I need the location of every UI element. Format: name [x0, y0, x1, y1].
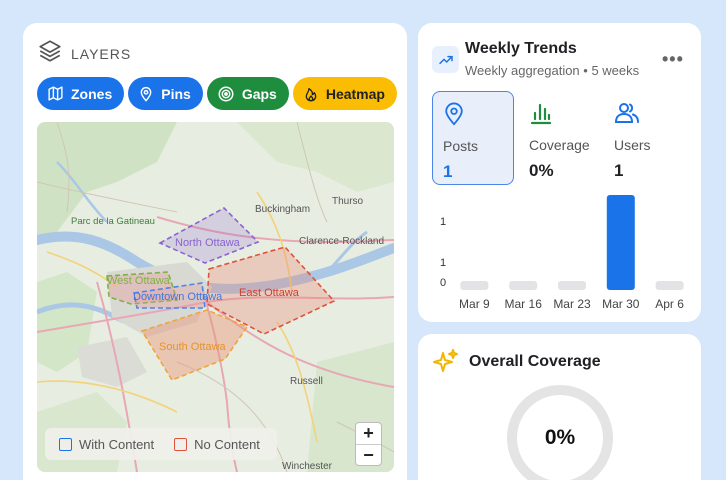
- overall-coverage-title: Overall Coverage: [469, 353, 601, 370]
- metric-users[interactable]: Users 1: [604, 91, 686, 185]
- weekly-trends-panel: Weekly Trends Weekly aggregation • 5 wee…: [418, 23, 701, 322]
- bar-apr-6[interactable]: [655, 281, 684, 290]
- coverage-ring: 0%: [507, 385, 613, 480]
- legend-no-content: No Content: [174, 437, 260, 452]
- x-tick-label: Mar 23: [553, 297, 591, 311]
- overall-coverage-panel: Overall Coverage 0%: [418, 334, 701, 480]
- layers-panel: LAYERS Zones Pins Gaps Heatmap: [23, 23, 407, 480]
- bar-chart-icon: [530, 103, 552, 125]
- x-tick-label: Mar 9: [459, 297, 490, 311]
- chip-gaps-label: Gaps: [241, 85, 277, 102]
- target-icon: [218, 86, 234, 101]
- map-canvas: Buckingham Thurso Parc de la Gatineau Cl…: [37, 122, 394, 472]
- metric-posts-label: Posts: [443, 138, 479, 154]
- map-label-thurso: Thurso: [332, 196, 364, 207]
- pin-icon: [445, 102, 463, 126]
- metric-posts[interactable]: Posts 1: [432, 91, 514, 185]
- flame-icon: [305, 87, 317, 101]
- chip-zones[interactable]: Zones: [37, 77, 125, 110]
- pin-icon: [140, 86, 152, 102]
- legend-with-content-label: With Content: [79, 436, 155, 452]
- metric-users-label: Users: [614, 137, 651, 153]
- zone-downtown-ottawa: [133, 282, 206, 309]
- layer-chips: Zones Pins Gaps Heatmap: [37, 77, 397, 110]
- zoom-controls: + −: [355, 422, 382, 466]
- chip-gaps[interactable]: Gaps: [206, 77, 289, 110]
- map-label-parc-gatineau: Parc de la Gatineau: [71, 216, 155, 227]
- map-label-clarence-rockland: Clarence-Rockland: [299, 236, 384, 247]
- layers-title: LAYERS: [71, 45, 132, 62]
- zone-label-east-ottawa: East Ottawa: [239, 287, 300, 299]
- zone-west-ottawa: [106, 271, 179, 305]
- legend-swatch-with-content: [59, 437, 72, 451]
- weekly-trends-subtitle: Weekly aggregation • 5 weeks: [465, 63, 640, 78]
- layers-icon: [37, 38, 63, 69]
- layers-header: LAYERS: [37, 38, 131, 69]
- coverage-value: 0%: [544, 426, 576, 449]
- bar-mar-9[interactable]: [460, 281, 489, 290]
- map-label-buckingham: Buckingham: [255, 204, 310, 215]
- metric-posts-value: 1: [443, 162, 453, 181]
- zoom-out-button[interactable]: −: [356, 444, 381, 466]
- zone-east-ottawa: [206, 246, 336, 335]
- zoom-in-button[interactable]: +: [363, 423, 374, 443]
- bar-mar-23[interactable]: [558, 281, 586, 290]
- legend-swatch-no-content: [174, 437, 188, 451]
- y-tick-label: 1: [440, 216, 446, 228]
- metric-coverage-value: 0%: [529, 161, 554, 180]
- x-tick-label: Mar 16: [505, 297, 543, 311]
- map-icon: [48, 86, 63, 101]
- legend-with-content: With Content: [59, 437, 154, 452]
- zone-label-north-ottawa: North Ottawa: [175, 237, 241, 249]
- sparkle-icon: [433, 349, 458, 372]
- x-tick-label: Apr 6: [655, 297, 684, 311]
- y-tick-label: 1: [440, 257, 446, 269]
- legend-no-content-label: No Content: [194, 436, 260, 452]
- chip-pins[interactable]: Pins: [128, 77, 203, 110]
- zone-label-south-ottawa: South Ottawa: [159, 341, 227, 353]
- chip-heatmap[interactable]: Heatmap: [292, 77, 397, 110]
- x-tick-label: Mar 30: [602, 297, 640, 311]
- chip-heatmap-label: Heatmap: [325, 85, 385, 102]
- map-label-russell: Russell: [290, 376, 323, 387]
- zone-north-ottawa: [158, 207, 260, 264]
- y-tick-label: 0: [440, 277, 446, 289]
- more-options-button[interactable]: •••: [662, 49, 684, 69]
- zone-label-downtown-ottawa: Downtown Ottawa: [133, 291, 223, 303]
- map-label-winchester: Winchester: [282, 461, 333, 472]
- metric-coverage-label: Coverage: [529, 137, 590, 153]
- trending-up-icon: [432, 46, 459, 73]
- weekly-bar-chart: 1 1 0 Mar 9 Mar 16 Mar 23 Mar 30 Apr 6: [440, 195, 684, 311]
- zone-south-ottawa: [140, 309, 249, 381]
- map-legend: With Content No Content: [45, 428, 277, 460]
- bar-mar-16[interactable]: [509, 281, 538, 290]
- metric-users-value: 1: [614, 161, 624, 180]
- map-view[interactable]: Buckingham Thurso Parc de la Gatineau Cl…: [37, 122, 394, 472]
- chip-zones-label: Zones: [71, 85, 113, 102]
- chip-pins-label: Pins: [161, 85, 191, 102]
- weekly-trends-title: Weekly Trends: [465, 40, 577, 57]
- zone-label-west-ottawa: West Ottawa: [107, 275, 171, 287]
- bar-mar-30[interactable]: [606, 195, 635, 290]
- metric-coverage[interactable]: Coverage 0%: [519, 91, 601, 185]
- users-icon: [614, 103, 639, 123]
